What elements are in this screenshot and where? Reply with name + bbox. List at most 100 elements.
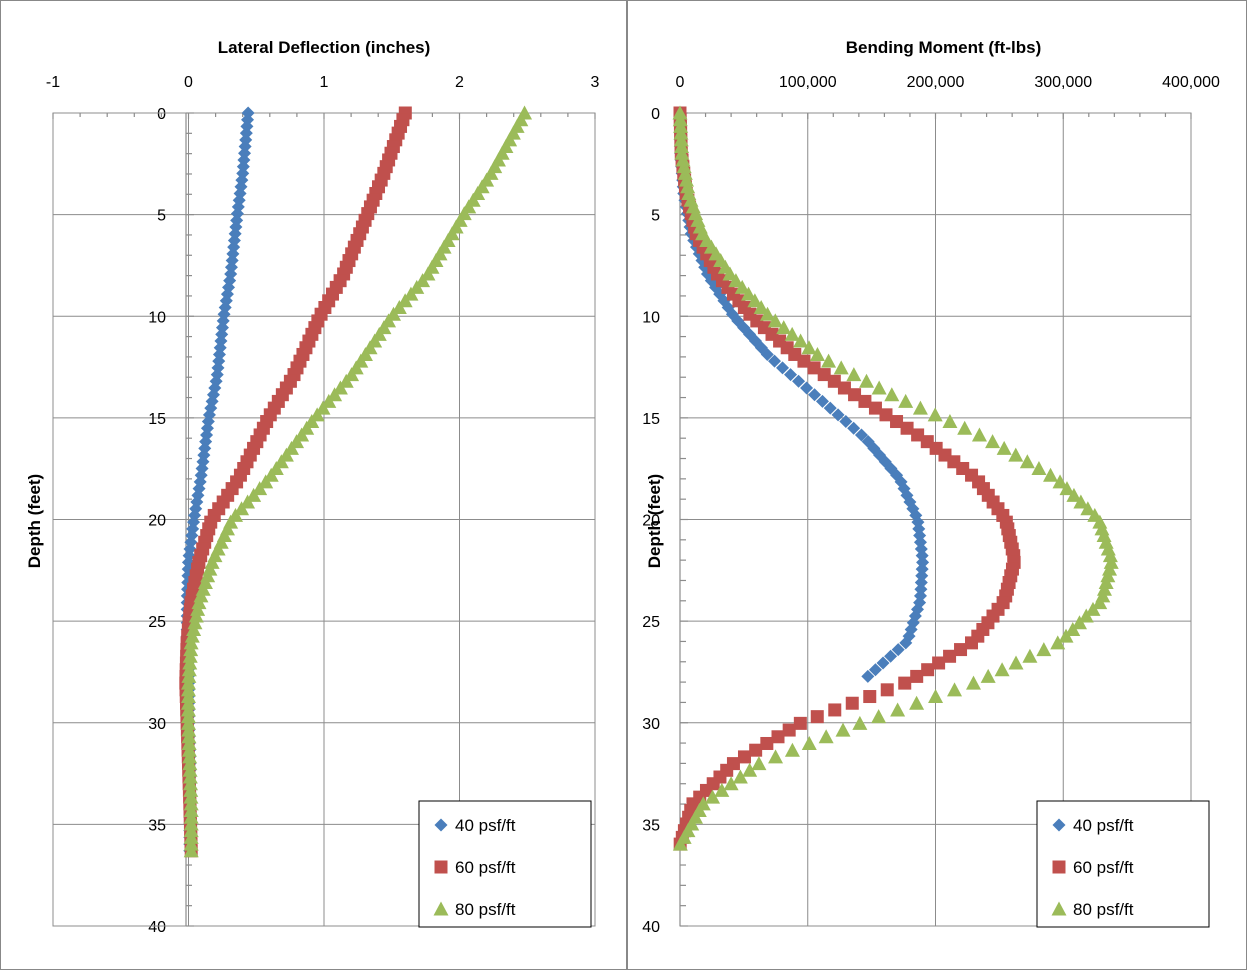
data-point [1065, 621, 1081, 636]
data-point [704, 274, 718, 288]
data-point [776, 320, 792, 335]
data-point [714, 782, 730, 797]
y-tick-label: 30 [148, 716, 166, 733]
y-tick-label: 40 [642, 919, 660, 936]
data-point [784, 368, 798, 382]
data-point [674, 145, 690, 160]
data-point [818, 729, 834, 744]
data-point [1059, 481, 1075, 496]
data-point [747, 293, 763, 308]
data-point [861, 435, 875, 449]
data-point [876, 656, 890, 670]
data-point [964, 636, 978, 650]
data-point [183, 776, 199, 791]
data-point [845, 696, 859, 710]
data-point [1092, 595, 1108, 610]
data-point [732, 769, 748, 784]
data-point [760, 736, 774, 750]
data-point [415, 273, 431, 288]
data-point [1085, 601, 1101, 616]
data-point [782, 723, 796, 737]
data-point [913, 589, 927, 603]
data-point [186, 621, 202, 636]
data-point [680, 179, 696, 194]
data-point [833, 360, 849, 375]
data-point [1036, 642, 1052, 657]
data-point [852, 715, 868, 730]
data-point [674, 139, 690, 154]
data-point [731, 314, 745, 328]
data-point [332, 380, 348, 395]
y-tick-label: 0 [157, 106, 166, 123]
data-point [837, 381, 851, 395]
plot-border [679, 112, 1192, 927]
x-tick-label: 100,000 [779, 74, 837, 91]
data-point [942, 414, 958, 429]
data-point [879, 408, 893, 422]
data-point [672, 112, 688, 127]
data-point [966, 675, 982, 690]
data-point [928, 689, 944, 704]
legend-marker [1052, 818, 1066, 832]
x-tick-label: 300,000 [1034, 74, 1092, 91]
data-point [792, 374, 806, 388]
legend-label: 80 psf/ft [455, 900, 516, 919]
data-point [985, 434, 1001, 449]
data-point [839, 415, 853, 429]
data-point [181, 662, 197, 677]
data-point [957, 420, 973, 435]
data-point [801, 735, 817, 750]
data-point [391, 300, 407, 315]
data-point [183, 635, 199, 650]
data-point [183, 782, 199, 797]
data-point [1050, 635, 1066, 650]
data-point [1071, 615, 1087, 630]
data-point [234, 501, 250, 516]
data-point [749, 743, 763, 757]
legend-label: 40 psf/ft [1073, 816, 1134, 835]
data-point [737, 750, 751, 764]
data-point [868, 663, 882, 677]
data-point [181, 668, 197, 683]
data-point [252, 481, 268, 496]
data-point [181, 735, 197, 750]
data-point [673, 125, 689, 140]
data-point [1078, 608, 1094, 623]
x-tick-label: 3 [591, 74, 600, 91]
data-point [181, 722, 197, 737]
data-point [246, 487, 262, 502]
data-point [898, 393, 914, 408]
data-point [927, 407, 943, 422]
data-point [181, 729, 197, 744]
legend-marker [1051, 901, 1067, 916]
data-point [675, 152, 691, 167]
legend-label: 60 psf/ft [1073, 858, 1134, 877]
data-point [182, 749, 198, 764]
data-point [800, 381, 814, 395]
data-point [890, 702, 906, 717]
data-point [705, 789, 721, 804]
data-point [910, 669, 924, 683]
y-tick-label: 25 [642, 614, 660, 631]
data-point [338, 373, 354, 388]
data-point [315, 400, 331, 415]
data-point [768, 354, 782, 368]
chart-title: Bending Moment (ft-lbs) [846, 38, 1041, 57]
y-tick-label: 20 [148, 513, 166, 530]
data-point [748, 334, 762, 348]
data-point [1008, 655, 1024, 670]
x-tick-label: -1 [46, 74, 60, 91]
data-point [753, 300, 769, 315]
data-point [1073, 494, 1089, 509]
data-point [1103, 554, 1119, 569]
legend-marker [1052, 860, 1066, 874]
legend-label: 40 psf/ft [455, 816, 516, 835]
data-point [751, 756, 767, 771]
data-point [947, 682, 963, 697]
data-point [182, 769, 198, 784]
data-point [771, 730, 785, 744]
data-point [932, 656, 946, 670]
data-point [1080, 501, 1096, 516]
data-point [847, 421, 861, 435]
data-point [240, 494, 256, 509]
